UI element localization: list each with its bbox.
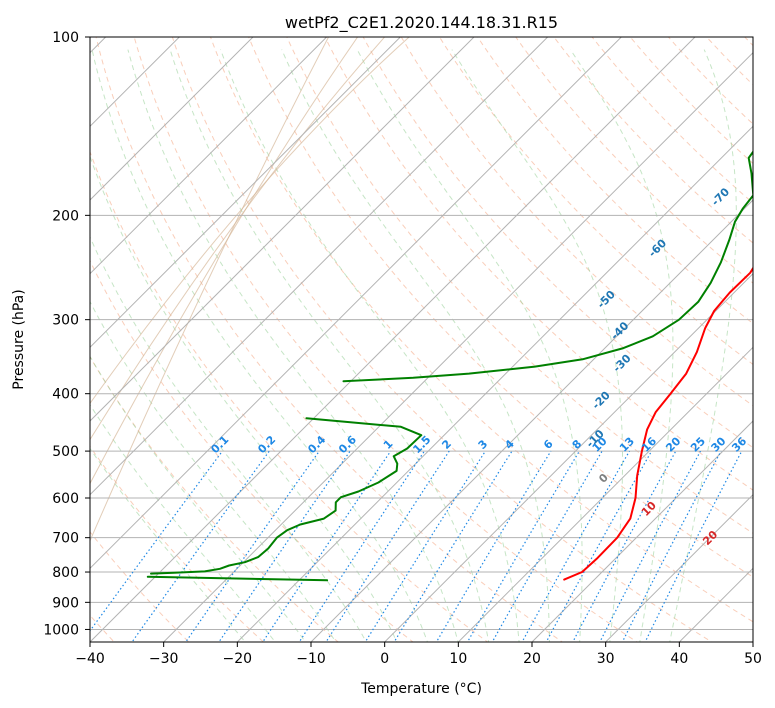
x-tick-label: 50 (744, 651, 762, 667)
dry-adiabat-line (362, 37, 753, 449)
y-tick-label: 300 (52, 313, 79, 329)
y-axis-label: Pressure (hPa) (11, 289, 27, 389)
mixing-ratio-line (218, 450, 351, 642)
mixing-ratio-line (491, 450, 603, 642)
dry-adiabat-line (90, 259, 414, 642)
mixing-ratio-line (131, 450, 270, 642)
x-tick-label: 30 (597, 651, 615, 667)
moist-adiabat-line (90, 403, 276, 642)
moist-adiabat-line (569, 49, 674, 642)
dry-adiabat-line (95, 37, 564, 642)
x-tick-label: −30 (149, 651, 179, 667)
dewpoint-line (146, 575, 329, 582)
isotherm-line (457, 346, 753, 642)
isotherm-line (604, 493, 753, 642)
isotherm-line (310, 199, 753, 642)
mixing-ratio-line (545, 450, 653, 642)
dry-adiabat-line (209, 37, 753, 623)
dry-adiabat-line (171, 37, 713, 642)
curved-guide-line (90, 37, 386, 441)
isotherm-line (90, 37, 402, 349)
isotherm-line (162, 51, 753, 642)
sounding-series (146, 150, 753, 582)
dry-adiabat-line (476, 37, 753, 325)
y-tick-label: 1000 (43, 622, 79, 638)
dry-adiabat-line (553, 37, 753, 244)
isotherm-line (383, 272, 753, 642)
y-tick-label: 600 (52, 491, 79, 507)
x-tick-label: −40 (75, 651, 105, 667)
y-axis: 1000 900 800 700 600 500 400 300 200 100 (43, 30, 90, 638)
y-tick-label: 500 (52, 444, 79, 460)
moist-adiabat-line (90, 154, 398, 642)
y-tick-label: 100 (52, 30, 79, 46)
y-tick-label: 700 (52, 531, 79, 547)
x-tick-label: 0 (380, 651, 389, 667)
x-axis-label: Temperature (°C) (360, 681, 482, 697)
background-guides (90, 37, 753, 642)
temperature-line (563, 266, 753, 581)
x-tick-label: −10 (296, 651, 326, 667)
dry-adiabat-line (400, 37, 753, 407)
mixing-ratio-line (325, 450, 450, 642)
curved-guide-line (90, 37, 330, 542)
mixing-ratio-lines (90, 450, 743, 642)
y-tick-label: 400 (52, 387, 79, 403)
dry-adiabat-line (515, 37, 753, 284)
mixing-ratio-line (466, 450, 580, 642)
moist-adiabat-line (127, 49, 459, 642)
isotherm-line (90, 37, 623, 570)
moist-adiabat-line (90, 235, 367, 642)
chart-title: wetPf2_C2E1.2020.144.18.31.R15 (285, 13, 558, 33)
isotherm-line (90, 37, 328, 275)
mixing-ratio-line (644, 450, 743, 642)
x-tick-label: 40 (670, 651, 688, 667)
moist-adiabat-line (90, 447, 246, 642)
x-axis: −40 −30 −20 −10 0 10 20 30 40 50 (75, 642, 762, 667)
y-tick-label: 800 (52, 565, 79, 581)
dry-adiabat-line (248, 37, 753, 578)
dewpoint-line (150, 417, 423, 575)
mixing-ratio-line (185, 450, 320, 642)
moist-adiabat-line (356, 49, 583, 642)
dry-adiabat-line (324, 37, 753, 491)
moist-adiabat-line (169, 49, 490, 642)
y-tick-label: 200 (52, 208, 79, 224)
isotherm-line (90, 37, 254, 201)
isotherm-line (90, 37, 181, 128)
y-tick-label: 900 (52, 595, 79, 611)
curved-guide-line (90, 37, 410, 405)
isotherm-line (90, 37, 549, 496)
x-tick-label: 10 (449, 651, 467, 667)
plot-frame (89, 36, 754, 643)
grid-lines (90, 37, 753, 642)
mixing-ratio-line (298, 450, 425, 642)
moist-adiabat-line (451, 49, 623, 642)
curved-guide-line (90, 37, 359, 485)
moist-adiabat-line (90, 355, 307, 642)
dry-adiabat-line (133, 37, 638, 642)
isotherm-line (531, 420, 753, 642)
x-tick-label: −20 (223, 651, 253, 667)
dry-adiabat-line (90, 356, 339, 642)
isotherm-line (236, 125, 753, 642)
mixing-ratio-line (435, 450, 552, 642)
isotherm-line (90, 37, 696, 642)
isotherm-line (90, 37, 475, 422)
dewpoint-line (342, 150, 753, 383)
mixing-ratio-line (262, 450, 392, 642)
x-tick-label: 20 (523, 651, 541, 667)
moist-adiabat-line (281, 49, 550, 642)
dry-adiabat-line (286, 37, 753, 534)
